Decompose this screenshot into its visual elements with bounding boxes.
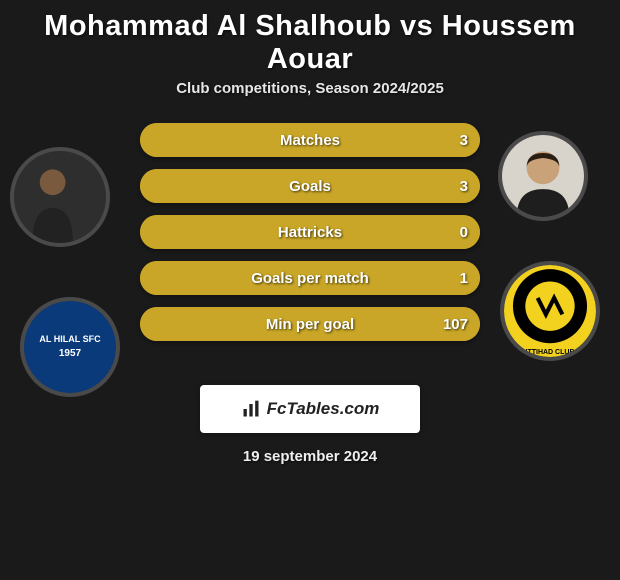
stat-value-p2: 107	[443, 307, 468, 341]
stat-value-p2: 3	[460, 123, 468, 157]
tiger-icon	[504, 265, 596, 347]
brand-text: FcTables.com	[267, 399, 380, 419]
stat-bar-right	[140, 307, 480, 341]
player2-club-badge: ITTIHAD CLUB	[500, 261, 600, 361]
club1-year: 1957	[39, 348, 100, 359]
player1-club-badge: AL HILAL SFC 1957	[20, 297, 120, 397]
stat-bar: Goals per match1	[140, 261, 480, 295]
page-subtitle: Club competitions, Season 2024/2025	[0, 80, 620, 117]
stat-bar-right	[140, 261, 480, 295]
stat-value-p2: 1	[460, 261, 468, 295]
player2-avatar	[498, 131, 588, 221]
stat-bar: Hattricks0	[140, 215, 480, 249]
stat-bar: Min per goal107	[140, 307, 480, 341]
stat-bar: Matches3	[140, 123, 480, 157]
brand-card: FcTables.com	[200, 385, 420, 433]
stat-bars: Matches3 Goals3 Hattricks0 Goals per match1…	[140, 123, 480, 341]
club-badge-icon: ITTIHAD CLUB	[504, 265, 596, 357]
person-icon	[14, 151, 106, 243]
club-badge-icon: AL HILAL SFC 1957	[24, 301, 116, 393]
club1-name: AL HILAL SFC	[39, 335, 100, 345]
stat-value-p2: 3	[460, 169, 468, 203]
page-date: 19 september 2024	[0, 448, 620, 465]
page-title: Mohammad Al Shalhoub vs Houssem Aouar	[0, 0, 620, 80]
stat-bar: Goals3	[140, 169, 480, 203]
stat-bar-right	[140, 123, 480, 157]
stat-bar-right	[140, 169, 480, 203]
club2-name: ITTIHAD CLUB	[526, 349, 575, 357]
comparison-stage: AL HILAL SFC 1957 ITTIHAD CLUB Matches3 G…	[0, 117, 620, 417]
stat-value-p2: 0	[460, 215, 468, 249]
person-icon	[502, 135, 584, 217]
stat-bar-right	[140, 215, 480, 249]
player1-avatar	[10, 147, 110, 247]
bar-chart-icon	[241, 399, 261, 419]
